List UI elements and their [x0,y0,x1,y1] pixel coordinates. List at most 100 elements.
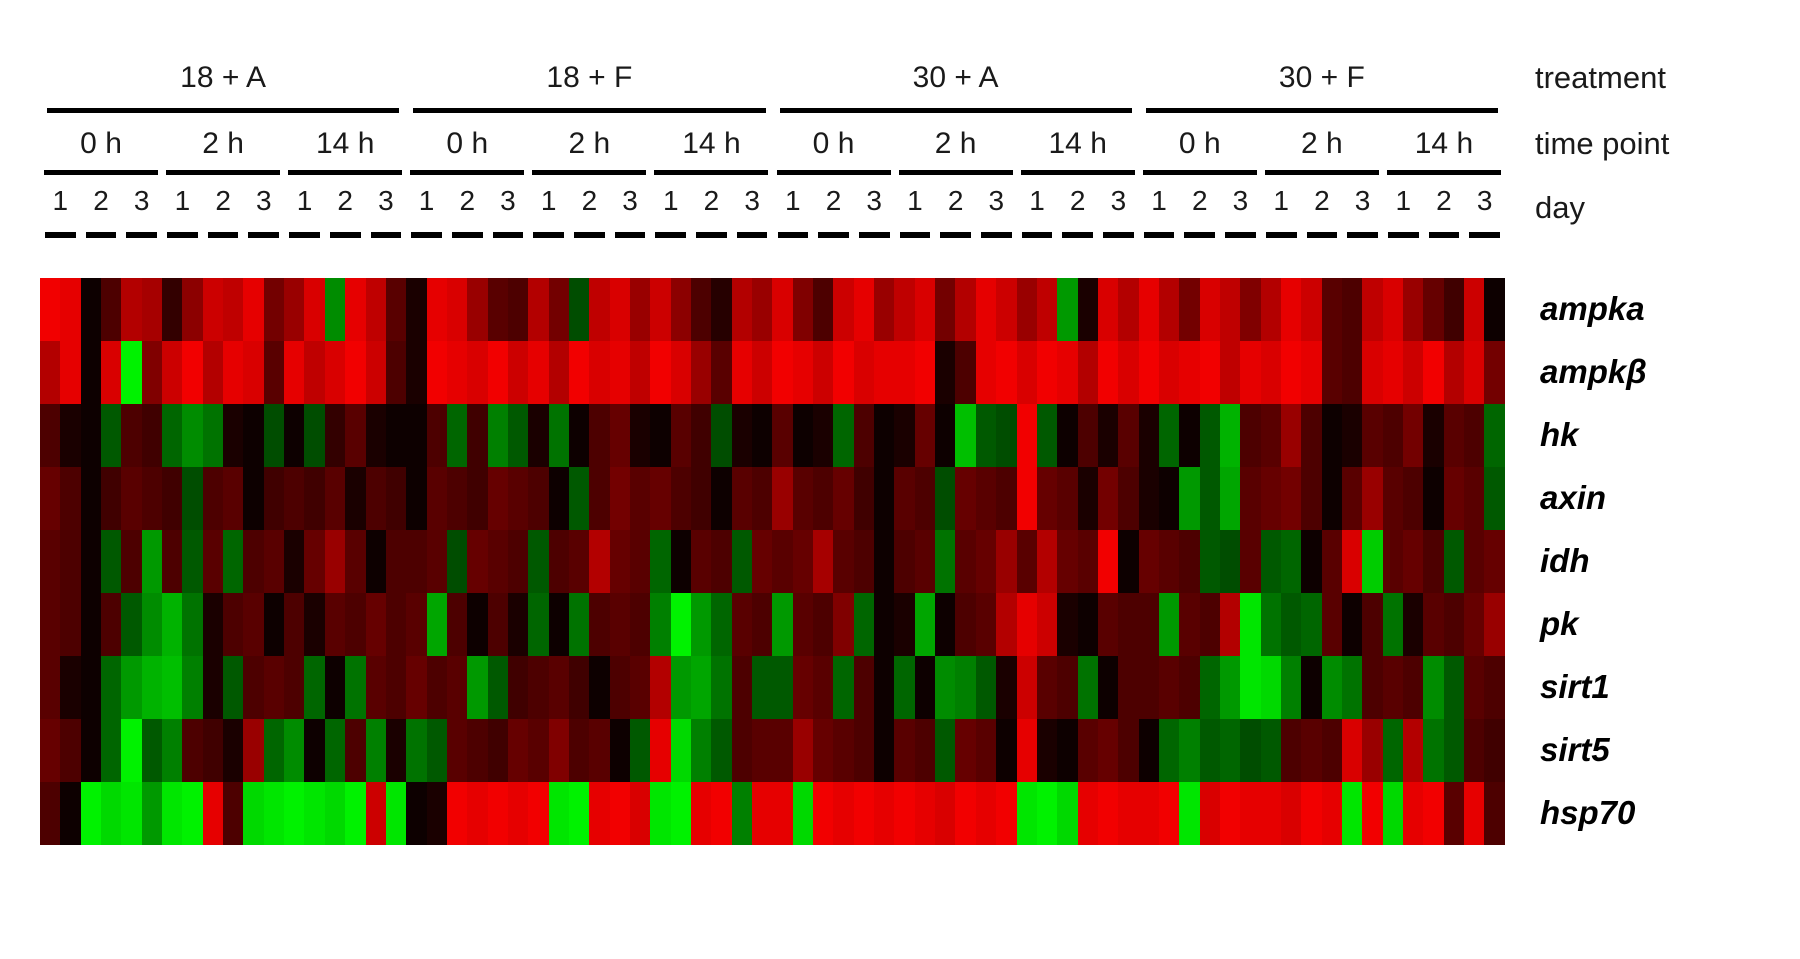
heatmap-cell [345,341,366,404]
header-day-dashes [40,224,1505,238]
day-dash [289,232,320,238]
heatmap-cell [426,278,447,341]
day-dash-times [773,224,1139,238]
heatmap-cell [1199,656,1220,719]
heatmap-cell [426,593,447,656]
heatmap-cell [813,341,834,404]
heatmap-cell [711,782,732,845]
timepoint-underline-slot [528,166,650,175]
heatmap-cell [1280,278,1302,341]
day-number: 1 [174,185,191,216]
heatmap-cell [670,656,691,719]
heatmap-cell [792,467,814,530]
heatmap-cell [1240,593,1261,656]
heatmap-cell [487,467,508,530]
heatmap-cell [345,782,366,845]
heatmap-cell [1240,719,1261,782]
day: 2 [1057,184,1098,218]
heatmap-cell [975,656,997,719]
heatmap-cell [996,278,1017,341]
heatmap-cell [1443,278,1465,341]
heatmap-cell [162,593,183,656]
heatmap-cell [284,278,305,341]
heatmap-cell [1443,467,1465,530]
heatmap-cell [752,404,773,467]
heatmap-cell [996,719,1017,782]
day-dash [1469,232,1500,238]
day-dash-cell [1464,224,1505,238]
heatmap-cell [243,656,264,719]
heatmap-cell [1342,719,1363,782]
heatmap-cell [1484,719,1505,782]
heatmap-cell [202,278,224,341]
heatmap-cell [284,719,305,782]
heatmap [40,278,1505,845]
heatmap-cell [935,341,956,404]
day-number: 3 [378,185,394,216]
heatmap-cell [1443,341,1465,404]
heatmap-cell [385,782,407,845]
heatmap-cell [792,782,814,845]
day: 2 [325,184,366,218]
heatmap-cell [1321,782,1342,845]
heatmap-cell [589,467,610,530]
heatmap-cell [263,593,285,656]
heatmap-cell [1321,530,1342,593]
heatmap-cell [833,278,854,341]
heatmap-cell [792,593,814,656]
timepoint-label: 2 h [202,127,244,160]
header-treatment-row: 18 + A 18 + F 30 + A 30 + F [40,60,1505,96]
heatmap-cell [548,404,569,467]
day: 2 [203,184,244,218]
heatmap-cell [446,656,468,719]
day-number: 3 [1476,185,1493,216]
heatmap-cell [1016,530,1037,593]
heatmap-cell [752,467,773,530]
heatmap-cell [1484,782,1505,845]
day-dashes [773,224,895,238]
heatmap-cell [304,404,325,467]
heatmap-cell [1138,341,1159,404]
heatmap-cell [385,593,407,656]
heatmap-cell [894,278,915,341]
heatmap-cell [1423,593,1444,656]
heatmap-cell [894,467,915,530]
timepoint-underline-slot [406,166,528,175]
heatmap-cell [426,404,447,467]
heatmap-cell [1321,467,1342,530]
heatmap-cell [874,593,895,656]
heatmap-cell [487,782,508,845]
heatmap-cell [1077,656,1098,719]
heatmap-cell [914,656,936,719]
heatmap-cell [487,656,508,719]
day-dash [370,232,402,238]
heatmap-cell [711,404,732,467]
day-number: 2 [1069,185,1086,216]
treatment-label: 30 + A [912,61,999,94]
day-number: 3 [133,185,150,216]
heatmap-cell [935,278,956,341]
heatmap-cell [162,341,183,404]
heatmap-cell [548,593,569,656]
heatmap-row-ampkβ [40,341,1505,404]
day-dash [1428,232,1460,238]
timepoint-label: 14 h [682,127,741,160]
timepoint-labels: 0 h 2 h 14 h [40,126,406,162]
timepoint-label: 14 h [1048,127,1107,160]
timepoint-label: 2 h [568,127,611,160]
heatmap-cell [975,782,997,845]
heatmap-cell [528,404,549,467]
day-dash-group [40,224,406,238]
heatmap-cell [1443,593,1465,656]
day: 2 [813,184,854,218]
heatmap-cell [772,719,793,782]
heatmap-cell [223,593,244,656]
day-dash [696,232,727,238]
heatmap-cell [1199,404,1220,467]
heatmap-cell [874,656,895,719]
gene-label-hsp70: hsp70 [1540,794,1636,831]
heatmap-cell [80,719,102,782]
